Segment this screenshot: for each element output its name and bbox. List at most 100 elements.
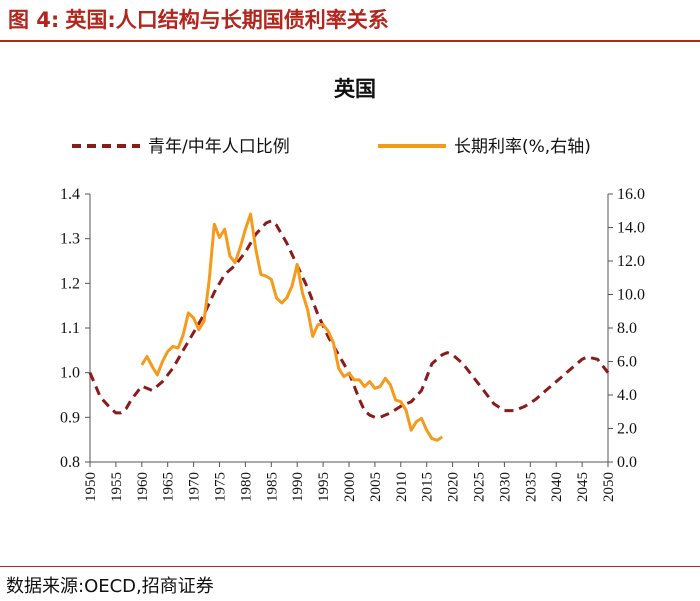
axes: 0.8 0.9 1.0 1.1 1.2 1.3 1.4 0.0 2.0 4.0 6.0 8.0 10.0… [60, 186, 645, 502]
series-ratio-line-point [421, 390, 422, 391]
x-tick-label: 2000 [342, 472, 358, 502]
series-ratio-line-point [380, 417, 381, 418]
series-ratio-line-point [317, 314, 318, 315]
y-left-tick-label: 1.0 [60, 365, 80, 382]
series-ratio-line-point [566, 372, 567, 373]
series-ratio-line-point [535, 399, 536, 400]
source-note: 数据来源:OECD,招商证券 [6, 576, 214, 597]
x-tick-label: 2040 [549, 472, 565, 502]
x-tick-label: 1950 [83, 472, 99, 502]
y-right-tick-label: 16.0 [617, 186, 645, 203]
x-tick-label: 2005 [368, 472, 384, 502]
x-tick-label: 1960 [135, 472, 151, 502]
series-rate-line-point [317, 324, 318, 325]
series-ratio-line-point [411, 401, 412, 402]
series-rate-line-point [255, 249, 256, 250]
series-ratio-line-point [110, 408, 111, 409]
y-right-tick-label: 14.0 [617, 220, 645, 237]
series-ratio-line-point [266, 222, 267, 223]
series-ratio-line-point [514, 410, 515, 411]
series-ratio-line-point [162, 381, 163, 382]
series-ratio-line-point [141, 386, 142, 387]
x-tick-label: 1955 [109, 472, 125, 502]
series-ratio-line-point [374, 417, 375, 418]
series-ratio-line-point [255, 234, 256, 235]
series-rate-line-point [141, 364, 142, 365]
series-rate-line-point [328, 331, 329, 332]
x-tick-label: 1990 [290, 472, 306, 502]
y-left-tick-label: 0.9 [60, 409, 80, 426]
series-ratio-line-point [234, 265, 235, 266]
series-ratio-line-point [115, 412, 116, 413]
y-left-tick-label: 1.3 [60, 231, 80, 248]
x-tick-label: 1970 [187, 472, 203, 502]
series-rate-line-point [390, 384, 391, 385]
series-ratio-line-point [307, 287, 308, 288]
series-rate-line-point [348, 373, 349, 374]
series-ratio-line-point [369, 415, 370, 416]
legend-rate-label: 长期利率(%,右轴) [454, 137, 591, 157]
series-rate-line-point [162, 361, 163, 362]
series-rate-line [140, 212, 444, 442]
y-left-tick-label: 1.1 [60, 320, 80, 337]
x-tick-label: 2015 [420, 472, 436, 502]
series-ratio-line-point [431, 363, 432, 364]
series-ratio-line-point [390, 412, 391, 413]
figure-title: 图 4: 英国:人口结构与长期国债利率关系 [8, 4, 395, 34]
x-tick-label: 2025 [472, 472, 488, 502]
series-rate-line-point [364, 386, 365, 387]
series-rate-line-point [146, 356, 147, 357]
series-rate-line-point [442, 436, 443, 437]
series-ratio-line-point [89, 372, 90, 373]
series-ratio-line-point [607, 372, 608, 373]
x-tick-label: 1965 [161, 472, 177, 502]
series-rate-line-point [421, 418, 422, 419]
y-right-tick-label: 12.0 [617, 253, 645, 270]
series-rate-line-point [437, 440, 438, 441]
series-rate-line-point [431, 438, 432, 439]
y-left-tick-label: 1.4 [60, 186, 80, 203]
y-left-tick-label: 1.2 [60, 275, 80, 292]
series-ratio-line-point [245, 252, 246, 253]
x-tick-label: 2045 [575, 472, 591, 502]
series-ratio-line-point [364, 410, 365, 411]
series-rate-line-point [307, 309, 308, 310]
x-tick-label: 2035 [523, 472, 539, 502]
series-ratio-line-point [276, 225, 277, 226]
series-ratio-line-point [126, 408, 127, 409]
series-rate-line-point [338, 368, 339, 369]
series-ratio-line-point [183, 350, 184, 351]
legend: 青年/中年人口比例 长期利率(%,右轴) [72, 137, 591, 157]
series-ratio-line [88, 219, 610, 419]
series-rate-line-point [354, 379, 355, 380]
series-ratio-line-point [442, 354, 443, 355]
series-rate-line-point [380, 386, 381, 387]
y-right-tick-label: 10.0 [617, 287, 645, 304]
series-rate-line-point [312, 336, 313, 337]
series-rate-line-point [374, 388, 375, 389]
series-ratio-line-point [121, 412, 122, 413]
series-rate-line-point [266, 276, 267, 277]
series-rate-line-point [219, 237, 220, 238]
series-ratio-line-point [452, 354, 453, 355]
series-rate-line-point [276, 297, 277, 298]
series-rate-line-point [152, 366, 153, 367]
series-rate-line-point [291, 286, 292, 287]
series-rate-line-point [297, 264, 298, 265]
series-rate-line-point [426, 430, 427, 431]
series-rate-line-point [411, 430, 412, 431]
series-rate-line-point [385, 378, 386, 379]
y-right-tick-label: 4.0 [617, 387, 637, 404]
legend-ratio-label: 青年/中年人口比例 [148, 137, 290, 157]
series-ratio-line-point [545, 390, 546, 391]
figure-label: 图 4: [8, 8, 60, 32]
series-ratio-line-point [271, 220, 272, 221]
series-rate-line-point [193, 317, 194, 318]
series-rate-line-point [167, 351, 168, 352]
series-ratio-line-point [447, 352, 448, 353]
series-ratio-line-point [338, 354, 339, 355]
series-ratio-line-point [462, 363, 463, 364]
series-rate-line-point [405, 410, 406, 411]
series-ratio-line-point [576, 363, 577, 364]
series-rate-line-point [245, 229, 246, 230]
